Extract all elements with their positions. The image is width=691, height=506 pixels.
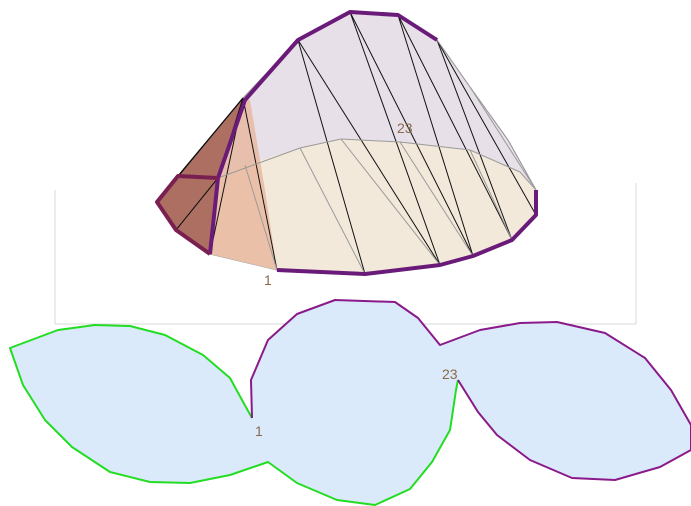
solid-dark-edge: [349, 11, 474, 257]
solid-dark-edge: [297, 39, 441, 266]
solid-dark-edge: [297, 39, 366, 275]
solid-light-edge: [507, 139, 537, 191]
solid-vertex-label-start: 1: [264, 272, 272, 288]
solid-dark-edges: [156, 11, 537, 275]
solid-left-front-face: [210, 98, 277, 270]
solid-light-edge: [399, 141, 471, 151]
solid-light-edges: [217, 39, 537, 275]
net-boundary-end-side: [250, 299, 691, 481]
solid-light-edge: [469, 149, 513, 241]
net-boundary-start-side: [9, 324, 459, 506]
solid-light-edge: [469, 149, 521, 173]
solid-dark-edge: [397, 14, 474, 257]
solid-light-edge: [469, 86, 537, 191]
solid-dark-edge: [175, 177, 219, 231]
solid-dark-edge: [242, 97, 278, 271]
solid-light-edge: [469, 86, 509, 141]
cut-seam-left: [155, 174, 219, 256]
solid-light-edge: [244, 164, 278, 271]
solid-light-edge: [436, 39, 471, 88]
solid-light-edge: [299, 147, 366, 275]
unfolded-net: 1 23: [9, 299, 691, 506]
solid-lower-band: [210, 139, 536, 274]
solid-dark-edge: [397, 14, 513, 241]
cut-seam-bottom: [276, 190, 538, 276]
solid-vertex-label-end: 23: [397, 120, 413, 136]
solid-dark-edge: [436, 39, 513, 241]
polyhedron-solid: 1 23: [155, 10, 538, 288]
net-vertex-label-end: 23: [442, 366, 458, 382]
solid-light-edge: [299, 138, 342, 149]
solid-light-edge: [399, 141, 474, 257]
net-vertex-label-start: 1: [255, 423, 263, 439]
solid-dark-edge: [436, 39, 537, 216]
solid-light-edge: [519, 171, 537, 191]
solid-light-edge: [340, 138, 441, 266]
solid-dark-edge: [349, 11, 441, 266]
solid-light-edge: [217, 147, 301, 179]
solid-light-edge: [340, 138, 401, 143]
net-region: [10, 300, 691, 505]
